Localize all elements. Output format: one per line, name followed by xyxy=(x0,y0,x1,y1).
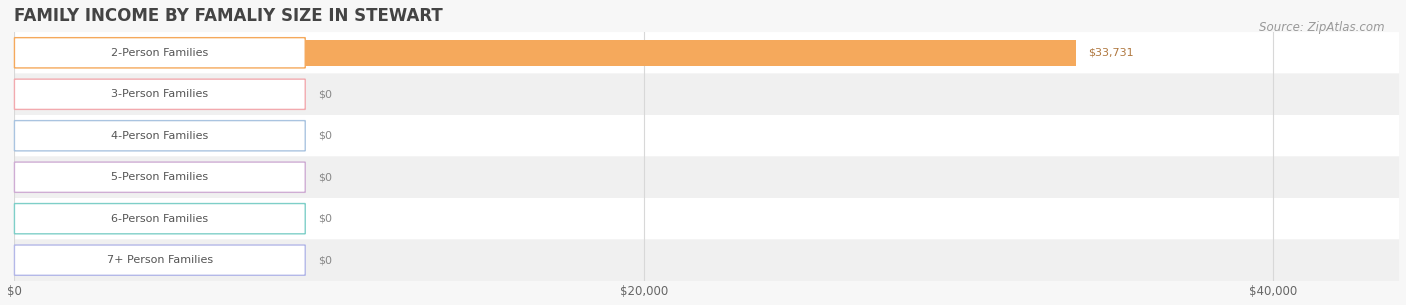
Text: 6-Person Families: 6-Person Families xyxy=(111,214,208,224)
FancyBboxPatch shape xyxy=(14,239,1399,281)
FancyBboxPatch shape xyxy=(14,32,1399,74)
Bar xyxy=(14,206,297,231)
FancyBboxPatch shape xyxy=(14,198,1399,239)
Text: $33,731: $33,731 xyxy=(1088,48,1135,58)
FancyBboxPatch shape xyxy=(14,74,1399,115)
Text: 2-Person Families: 2-Person Families xyxy=(111,48,208,58)
FancyBboxPatch shape xyxy=(14,38,305,68)
Text: 3-Person Families: 3-Person Families xyxy=(111,89,208,99)
Bar xyxy=(14,81,297,107)
Text: $0: $0 xyxy=(318,89,332,99)
Text: $0: $0 xyxy=(318,255,332,265)
Text: 4-Person Families: 4-Person Families xyxy=(111,131,208,141)
Text: 7+ Person Families: 7+ Person Families xyxy=(107,255,212,265)
Bar xyxy=(14,164,297,190)
FancyBboxPatch shape xyxy=(14,120,305,151)
Text: 5-Person Families: 5-Person Families xyxy=(111,172,208,182)
Text: $0: $0 xyxy=(318,131,332,141)
Text: $0: $0 xyxy=(318,214,332,224)
FancyBboxPatch shape xyxy=(14,162,305,192)
Text: FAMILY INCOME BY FAMALIY SIZE IN STEWART: FAMILY INCOME BY FAMALIY SIZE IN STEWART xyxy=(14,7,443,25)
Text: Source: ZipAtlas.com: Source: ZipAtlas.com xyxy=(1260,21,1385,34)
Text: $0: $0 xyxy=(318,172,332,182)
FancyBboxPatch shape xyxy=(14,203,305,234)
FancyBboxPatch shape xyxy=(14,115,1399,156)
FancyBboxPatch shape xyxy=(14,245,305,275)
FancyBboxPatch shape xyxy=(14,79,305,109)
Bar xyxy=(14,40,1076,66)
Bar xyxy=(14,247,297,273)
Bar xyxy=(14,123,297,149)
FancyBboxPatch shape xyxy=(14,156,1399,198)
